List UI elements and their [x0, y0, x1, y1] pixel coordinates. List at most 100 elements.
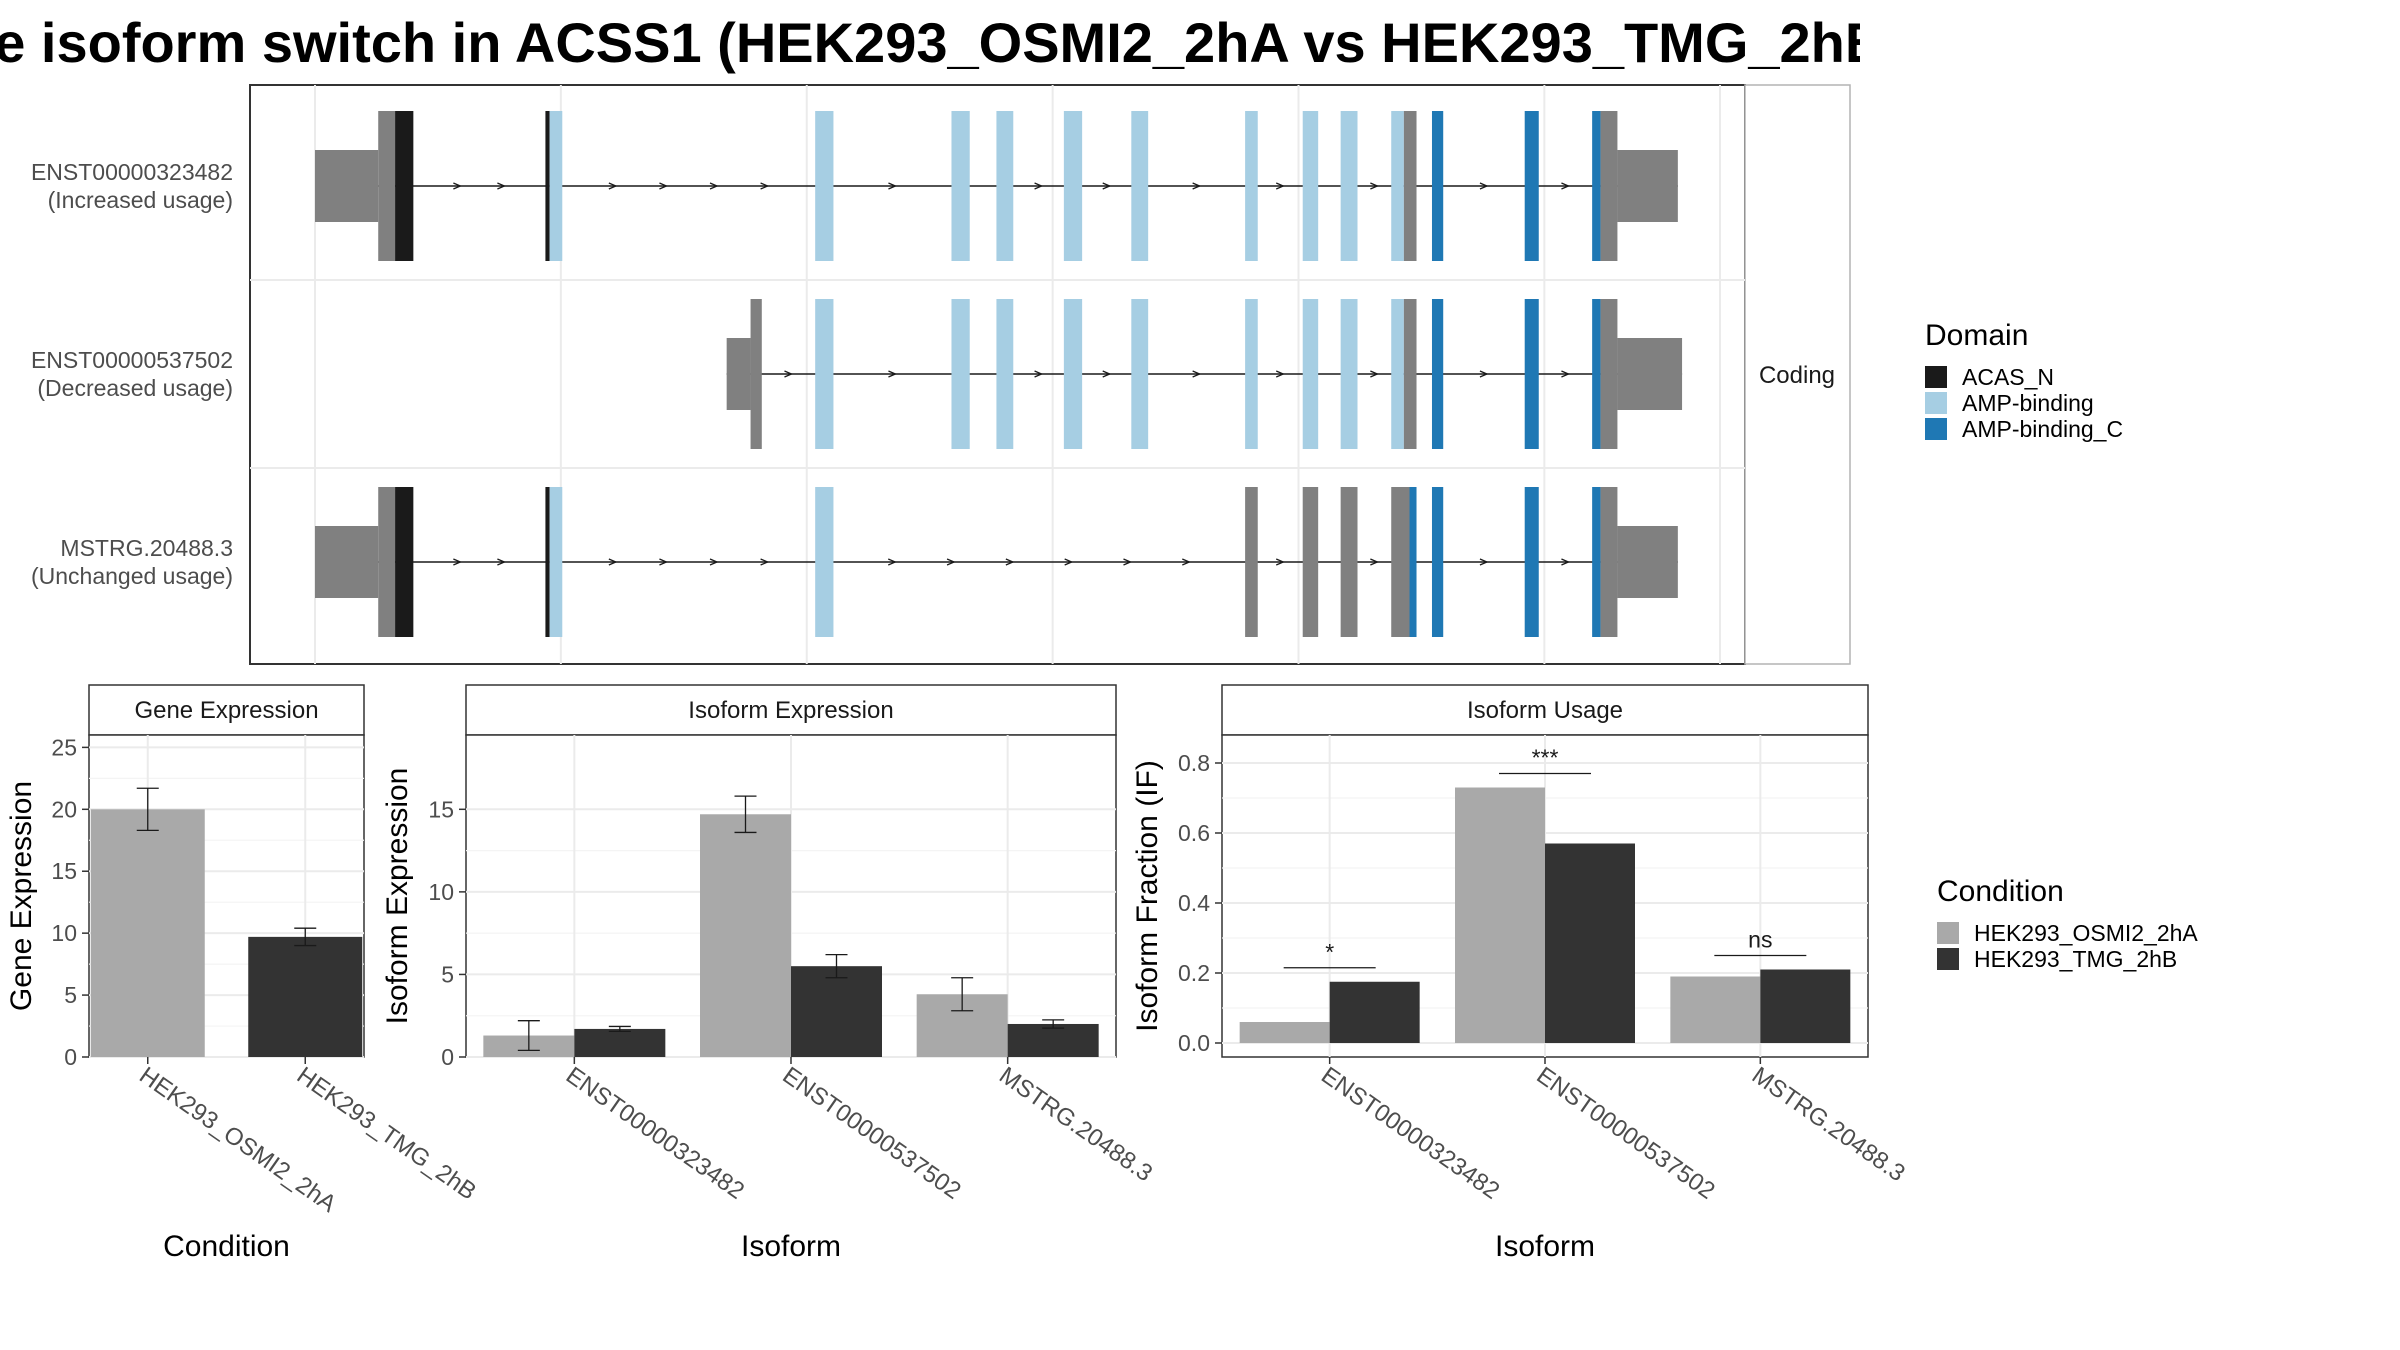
- intron-arrow: [1192, 370, 1202, 378]
- exon-utr: [1600, 299, 1618, 449]
- y-axis-title: Gene Expression: [5, 781, 38, 1011]
- intron-arrow: [1479, 182, 1489, 190]
- domain-legend-label: AMP-binding: [1962, 390, 2094, 416]
- domain-legend-label: ACAS_N: [1962, 364, 2054, 390]
- intron-arrow: [453, 558, 463, 566]
- y-tick-label: 20: [51, 796, 77, 822]
- y-tick-label: 5: [64, 982, 77, 1008]
- exon-noncoding_exon: [1340, 487, 1358, 637]
- significance-label: ns: [1748, 927, 1772, 953]
- intron-arrow: [1005, 558, 1015, 566]
- exon-utr: [1617, 338, 1683, 410]
- exon-amp-binding: [1131, 299, 1149, 449]
- exon-utr: [378, 111, 396, 261]
- bar: [1239, 1022, 1330, 1043]
- exon-amp-binding: [1063, 299, 1083, 449]
- domain-legend-swatch: [1925, 392, 1947, 414]
- y-tick-label: 0.6: [1178, 820, 1210, 846]
- exon-utr: [378, 487, 396, 637]
- intron-arrow: [1182, 558, 1191, 566]
- facet-strip: [1744, 84, 1851, 665]
- exon-amp-binding: [1340, 111, 1358, 261]
- y-tick-label: 0.2: [1178, 960, 1210, 986]
- exon-amp-binding_c: [1431, 111, 1444, 261]
- exon-amp-binding_c: [1524, 299, 1539, 449]
- exon-acas_n: [395, 111, 414, 261]
- exon-noncoding_exon: [1302, 487, 1319, 637]
- exon-amp-binding_c: [1524, 487, 1539, 637]
- transcript-id-label: MSTRG.20488.3: [60, 535, 233, 561]
- bar: [1329, 981, 1420, 1043]
- intron-arrow: [1102, 370, 1112, 378]
- exon-amp-binding_c: [1409, 487, 1417, 637]
- intron-arrow: [497, 558, 507, 566]
- intron-arrow: [453, 182, 463, 190]
- x-tick-label: ENST00000323482: [561, 1062, 749, 1205]
- panel-strip-label: Isoform Usage: [1467, 697, 1623, 724]
- domain-legend-title: Domain: [1925, 319, 2028, 352]
- panel-strip: [88, 684, 365, 736]
- transcript-usage-label: (Decreased usage): [37, 375, 233, 401]
- figure-title: he isoform switch in ACSS1 (HEK293_OSMI2…: [0, 11, 1860, 74]
- exon-noncoding_exon: [1391, 487, 1410, 637]
- y-tick-label: 10: [51, 920, 77, 946]
- exon-utr: [315, 526, 379, 598]
- x-tick-label: ENST00000537502: [778, 1062, 966, 1205]
- exon-acas_n: [395, 487, 414, 637]
- intron-arrow: [1561, 370, 1571, 378]
- y-axis-title: Isoform Expression: [381, 768, 414, 1025]
- exon-utr: [315, 150, 379, 222]
- condition-legend-label: HEK293_TMG_2hB: [1974, 946, 2177, 972]
- intron-arrow: [709, 558, 719, 566]
- x-tick-label: MSTRG.20488.3: [994, 1062, 1157, 1187]
- exon-amp-binding: [951, 299, 970, 449]
- intron-arrow: [1102, 182, 1112, 190]
- significance-label: ***: [1532, 745, 1559, 771]
- exon-noncoding_exon: [1403, 299, 1417, 449]
- intron-arrow: [1479, 370, 1489, 378]
- transcript-row: MSTRG.20488.3(Unchanged usage): [31, 487, 1678, 637]
- intron-arrow: [1034, 370, 1044, 378]
- exon-amp-binding: [1245, 299, 1258, 449]
- transcript-id-label: ENST00000323482: [31, 159, 233, 185]
- y-tick-label: 15: [51, 858, 77, 884]
- condition-legend-title: Condition: [1937, 875, 2064, 908]
- domain-legend-swatch: [1925, 366, 1947, 388]
- bar: [700, 814, 791, 1057]
- intron-arrow: [888, 182, 898, 190]
- exon-amp-binding: [1391, 111, 1404, 261]
- exon-amp-binding: [1302, 299, 1319, 449]
- exon-amp-binding: [1131, 111, 1149, 261]
- y-tick-label: 10: [428, 879, 454, 905]
- y-tick-label: 5: [441, 961, 454, 987]
- transcript-usage-label: (Unchanged usage): [31, 563, 233, 589]
- exon-amp-binding_c: [1431, 299, 1444, 449]
- x-tick-label: ENST00000537502: [1532, 1062, 1720, 1205]
- condition-legend-swatch: [1937, 922, 1959, 944]
- exon-acas_n: [545, 111, 550, 261]
- exon-amp-binding: [1391, 299, 1404, 449]
- intron-arrow: [784, 370, 794, 378]
- y-tick-label: 0.4: [1178, 890, 1210, 916]
- exon-amp-binding: [815, 299, 834, 449]
- bar: [574, 1028, 666, 1057]
- intron-arrow: [608, 558, 618, 566]
- exon-utr: [750, 299, 762, 449]
- intron-arrow: [760, 182, 770, 190]
- intron-arrow: [1370, 370, 1380, 378]
- intron-arrow: [888, 370, 898, 378]
- exon-amp-binding: [996, 111, 1014, 261]
- panel-strip-label: Gene Expression: [134, 697, 318, 724]
- bar-panel: Isoform Expression 0 5 10 15 ENST00000323482 E…: [381, 684, 1157, 1263]
- bar: [248, 936, 363, 1057]
- exon-utr: [726, 338, 751, 410]
- intron-arrow: [1561, 558, 1571, 566]
- intron-arrow: [760, 558, 770, 566]
- intron-arrow: [946, 558, 956, 566]
- x-axis-title: Isoform: [1495, 1230, 1595, 1263]
- exon-amp-binding: [1340, 299, 1358, 449]
- exon-acas_n: [545, 487, 550, 637]
- condition-legend-label: HEK293_OSMI2_2hA: [1974, 920, 2198, 946]
- y-axis-title: Isoform Fraction (IF): [1131, 760, 1164, 1032]
